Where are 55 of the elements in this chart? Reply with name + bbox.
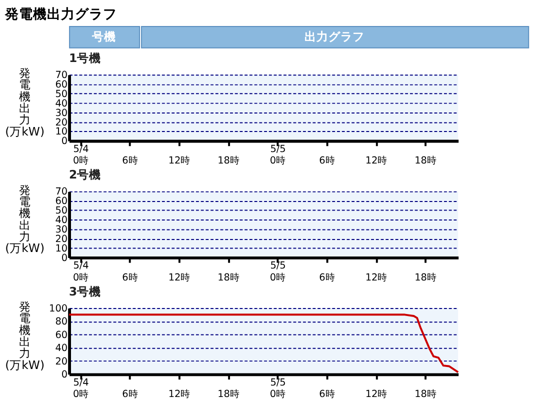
x-tick-label: 12時 (365, 388, 388, 400)
y-tick-label: 40 (55, 98, 68, 110)
x-tick-label: 6時 (122, 388, 138, 400)
x-tick-label: 6時 (319, 271, 336, 284)
y-axis-title: 発電機出力(万kW) (5, 182, 44, 256)
y-tick-label: 0 (61, 370, 68, 381)
y-tick-label: 70 (55, 70, 68, 82)
x-tick-label: 12時 (168, 271, 191, 284)
chart-title: 1号機 (69, 50, 102, 65)
y-tick-label: 10 (55, 243, 68, 254)
x-tick-label: 12時 (365, 154, 388, 167)
x-tick-label: 6時 (122, 271, 138, 284)
y-tick-label: 50 (55, 206, 68, 217)
y-tick-label: 20 (55, 117, 68, 128)
chart-title: 3号機 (69, 284, 102, 298)
y-tick-label: 0 (61, 252, 68, 264)
x-tick-label: 18時 (414, 154, 437, 167)
y-tick-label: 10 (55, 126, 68, 138)
y-tick-label: 60 (55, 79, 68, 90)
y-tick-label: 60 (55, 196, 68, 208)
y-tick-label: 40 (55, 343, 68, 354)
y-axis-title: 発電機出力(万kW) (5, 66, 44, 138)
x-tick-label: 6時 (122, 154, 138, 167)
y-tick-label: 30 (55, 224, 68, 236)
y-tick-label: 80 (55, 316, 68, 328)
y-tick-label: 0 (61, 136, 68, 148)
x-tick-label: 5/5 0時 (270, 260, 286, 284)
chart-title: 2号機 (69, 168, 102, 182)
y-tick-label: 30 (55, 108, 68, 119)
y-tick-label: 70 (55, 186, 68, 198)
x-tick-label: 6時 (319, 388, 336, 400)
x-tick-label: 18時 (218, 154, 240, 167)
x-tick-label: 5/5 0時 (270, 377, 286, 400)
x-tick-label: 18時 (414, 271, 437, 284)
y-tick-label: 20 (55, 356, 68, 368)
x-tick-label: 12時 (365, 271, 388, 284)
x-tick-label: 5/4 0時 (72, 377, 90, 400)
x-tick-label: 18時 (414, 388, 437, 400)
x-tick-label: 5/5 0時 (270, 144, 286, 167)
y-tick-label: 100 (49, 303, 68, 314)
x-tick-label: 18時 (218, 388, 240, 400)
x-tick-label: 5/4 0時 (72, 144, 90, 167)
text: 出力グラフ (304, 30, 365, 44)
y-tick-label: 20 (55, 234, 68, 245)
text: 号機 (91, 30, 116, 44)
y-tick-label: 60 (55, 330, 68, 341)
x-tick-label: 5/4 0時 (72, 260, 90, 284)
x-tick-label: 12時 (168, 388, 191, 400)
y-tick-label: 50 (55, 88, 68, 100)
x-tick-label: 18時 (218, 271, 240, 284)
x-tick-label: 6時 (319, 154, 336, 167)
y-axis-title: 発電機出力(万kW) (5, 299, 44, 372)
y-tick-label: 40 (55, 215, 68, 226)
text: 発電機出力グラフ (4, 6, 117, 23)
x-tick-label: 12時 (168, 154, 191, 167)
